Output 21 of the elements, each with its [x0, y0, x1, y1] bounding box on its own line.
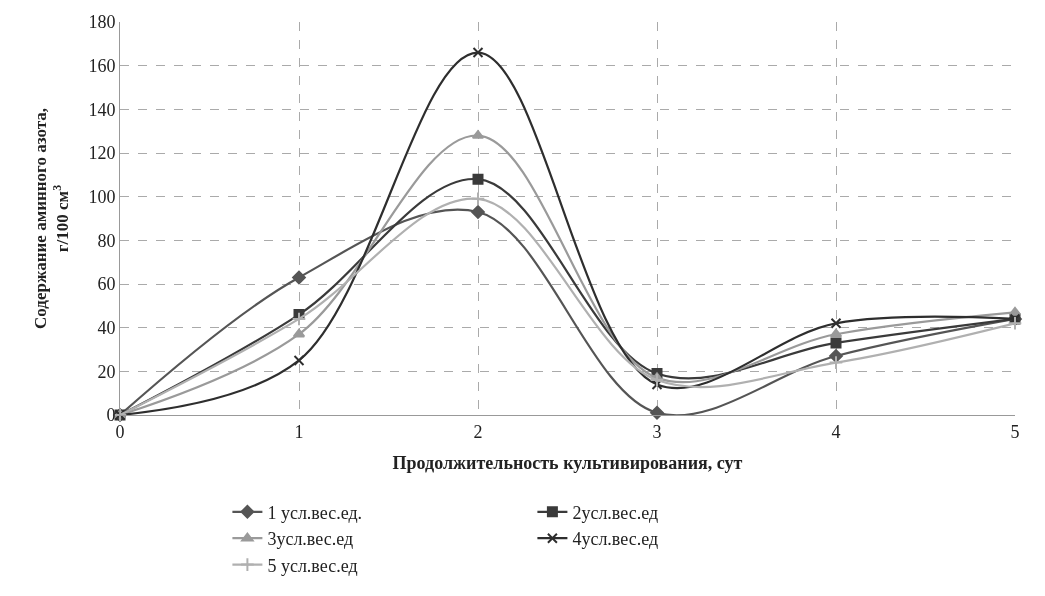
y-tick-label: 120 — [88, 143, 116, 164]
y-tick-label: 140 — [88, 99, 116, 120]
legend-label: 4усл.вес.ед — [572, 529, 659, 550]
x-tick-label: 5 — [1010, 421, 1020, 442]
legend-label: 5 усл.вес.ед — [267, 555, 358, 576]
y-tick-label: 20 — [97, 361, 116, 382]
y-tick-label: 40 — [97, 317, 116, 338]
legend-label: 3усл.вес.ед — [267, 529, 354, 550]
x-tick-label: 2 — [473, 421, 483, 442]
y-tick-label: 80 — [97, 230, 116, 251]
x-tick-label: 3 — [652, 421, 662, 442]
y-tick-label: 100 — [88, 186, 116, 207]
y-tick-label: 60 — [97, 274, 116, 295]
x-tick-label: 4 — [831, 421, 841, 442]
y-tick-label: 180 — [88, 12, 116, 33]
x-tick-label: 1 — [294, 421, 304, 442]
legend-label: 2усл.вес.ед — [572, 502, 659, 523]
y-tick-label: 160 — [88, 55, 116, 76]
x-axis-title: Продолжительность культивирования, сут — [392, 452, 743, 473]
y-tick-label: 0 — [106, 405, 116, 426]
legend-label: 1 усл.вес.ед. — [267, 502, 363, 523]
